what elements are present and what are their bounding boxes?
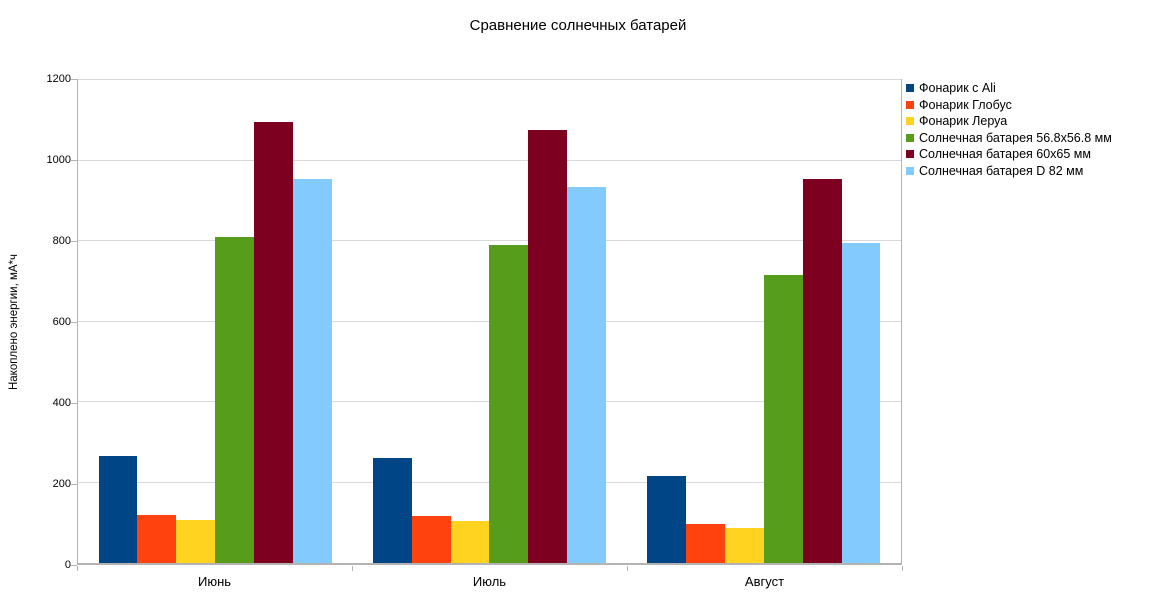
x-category-label-Август: Август <box>744 574 785 589</box>
y-tick-label: 1000 <box>46 154 71 166</box>
y-tick-mark <box>71 565 77 566</box>
bar-row <box>372 80 607 563</box>
bar-Солнечная батарея D 82 мм-Июнь <box>292 178 332 563</box>
legend-color-swatch <box>906 84 914 93</box>
bar-Фонарик Леруа-Июнь <box>176 520 216 563</box>
legend-color-swatch <box>906 117 914 126</box>
y-tick-label: 400 <box>52 397 71 409</box>
bar-group-Июнь <box>78 80 352 563</box>
legend-label: Солнечная батарея D 82 мм <box>919 163 1084 178</box>
x-tick-mark <box>627 566 628 571</box>
bar-Солнечная батарея D 82 мм-Август <box>841 243 881 563</box>
legend-color-swatch <box>906 100 914 109</box>
legend-item: Солнечная батарея D 82 мм <box>906 163 1112 180</box>
bar-group-Июль <box>352 80 626 563</box>
bar-Солнечная батарея D 82 мм-Июль <box>567 186 607 563</box>
chart-title: Сравнение солнечных батарей <box>469 17 687 34</box>
x-tick-mark <box>352 566 353 571</box>
x-tick-mark <box>902 566 903 571</box>
y-tick-label: 800 <box>52 235 71 247</box>
legend-color-swatch <box>906 150 914 159</box>
bar-Фонарик с Ali-Август <box>647 476 687 563</box>
bar-Фонарик Глобус-Июнь <box>137 514 177 563</box>
legend: Фонарик с Ali Фонарик Глобус Фонарик Леруа… <box>906 80 1112 179</box>
gridline <box>78 240 901 242</box>
bar-Солнечная батарея 60x65 мм-Июнь <box>254 122 293 563</box>
x-category-label-Июнь: Июнь <box>197 574 232 589</box>
x-tick-mark <box>77 566 78 571</box>
y-tick-mark <box>71 484 77 485</box>
y-tick-label: 600 <box>52 316 71 328</box>
bar-group-Август <box>627 80 901 563</box>
legend-item: Фонарик Леруа <box>906 113 1112 130</box>
legend-item: Фонарик с Ali <box>906 80 1112 97</box>
bar-Солнечная батарея 60x65 мм-Август <box>802 178 842 563</box>
legend-color-swatch <box>906 133 914 142</box>
gridline <box>78 79 901 80</box>
bar-Фонарик Леруа-Июль <box>450 521 490 563</box>
bar-Солнечная батарея 56.8x56.8 мм-Июль <box>489 245 529 563</box>
bar-Солнечная батарея 56.8x56.8 мм-Август <box>763 275 803 563</box>
legend-color-swatch <box>906 166 914 175</box>
legend-label: Фонарик Леруа <box>919 114 1008 129</box>
y-tick-mark <box>71 322 77 323</box>
legend-label: Солнечная батарея 56.8x56.8 мм <box>919 130 1112 145</box>
gridline <box>78 159 901 161</box>
y-tick-mark <box>71 160 77 161</box>
bar-Солнечная батарея 60x65 мм-Июль <box>528 130 568 563</box>
y-tick-mark <box>71 403 77 404</box>
plot-area <box>77 79 902 565</box>
y-axis-title: Накоплено энергии, мА*ч <box>8 253 20 391</box>
y-tick-label: 200 <box>52 478 71 490</box>
bar-Фонарик Глобус-Июль <box>411 516 451 563</box>
bar-Фонарик Леруа-Август <box>724 528 764 563</box>
legend-item: Фонарик Глобус <box>906 97 1112 114</box>
legend-label: Фонарик Глобус <box>919 97 1012 112</box>
bar-row <box>647 80 881 563</box>
legend-label: Солнечная батарея 60x65 мм <box>919 147 1091 162</box>
bar-row <box>98 80 332 563</box>
x-category-label-Июль: Июль <box>472 574 507 589</box>
bar-Фонарик с Ali-Июль <box>372 458 412 563</box>
bar-Солнечная батарея 56.8x56.8 мм-Июнь <box>215 236 255 563</box>
y-tick-label: 1200 <box>46 73 71 85</box>
legend-label: Фонарик с Ali <box>919 81 996 96</box>
bar-Фонарик с Ali-Июнь <box>98 456 138 563</box>
legend-item: Солнечная батарея 56.8x56.8 мм <box>906 130 1112 147</box>
legend-item: Солнечная батарея 60x65 мм <box>906 146 1112 163</box>
y-tick-mark <box>71 241 77 242</box>
y-tick-label: 0 <box>64 559 71 571</box>
y-tick-mark <box>71 79 77 80</box>
bar-Фонарик Глобус-Август <box>686 524 725 563</box>
